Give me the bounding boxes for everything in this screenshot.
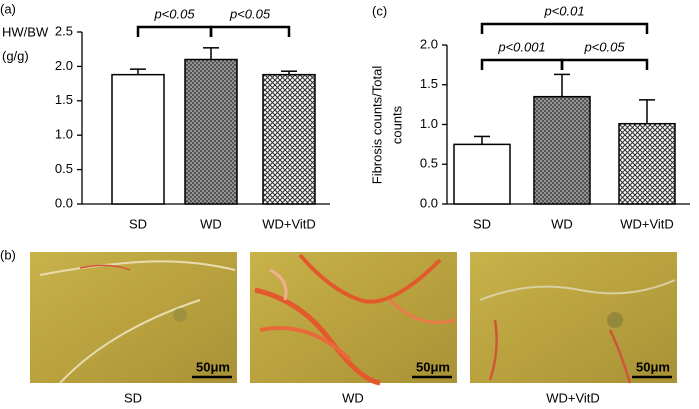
- y-tick-label: 1.0: [55, 127, 73, 142]
- y-tick-label: 1.5: [420, 76, 438, 91]
- y-tick-label: 2.0: [420, 36, 438, 51]
- y-axis-label: HW/BW: [2, 24, 49, 39]
- micrograph-sd: [30, 252, 237, 384]
- y-tick-label: 2.0: [55, 58, 73, 73]
- significance-bracket: [480, 58, 564, 70]
- bar: [533, 95, 591, 205]
- bar: [262, 73, 316, 205]
- x-tick-label: WD+VitD: [262, 216, 316, 231]
- y-axis-label: counts: [389, 105, 404, 144]
- bar: [453, 143, 511, 205]
- significance-label: p<0.01: [543, 3, 584, 18]
- x-tick-label: WD: [200, 216, 222, 231]
- y-axis-label: (g/g): [2, 48, 29, 63]
- scale-bar-label: 50μm: [196, 359, 230, 374]
- image-caption: WD+VitD: [546, 390, 600, 405]
- x-tick-label: SD: [129, 216, 147, 231]
- scale-bar-label: 50μm: [636, 359, 670, 374]
- significance-bracket: [209, 25, 291, 37]
- y-tick-label: 1.0: [420, 116, 438, 131]
- scale-bar-label: 50μm: [416, 359, 450, 374]
- bar: [618, 122, 676, 205]
- bar: [184, 58, 238, 205]
- y-tick-label: 1.5: [55, 92, 73, 107]
- significance-bracket: [560, 58, 649, 70]
- significance-label: p<0.05: [583, 39, 625, 54]
- significance-label: p<0.001: [497, 39, 545, 54]
- panel-label: (c): [372, 3, 387, 18]
- bar: [111, 73, 165, 205]
- significance-label: p<0.05: [229, 6, 271, 21]
- y-tick-label: 0.5: [420, 156, 438, 171]
- panel-label: (b): [0, 247, 16, 262]
- x-tick-label: SD: [473, 216, 491, 231]
- micrograph-wd-vitd: [470, 252, 677, 384]
- image-caption: WD: [342, 390, 364, 405]
- y-tick-label: 2.5: [55, 23, 73, 38]
- x-tick-label: WD+VitD: [620, 216, 674, 231]
- significance-bracket: [480, 22, 649, 34]
- y-tick-label: 0.5: [55, 161, 73, 176]
- y-tick-label: 0.0: [420, 195, 438, 210]
- y-tick-label: 0.0: [55, 195, 73, 210]
- significance-bracket: [136, 25, 213, 37]
- image-caption: SD: [124, 390, 142, 405]
- micrograph-wd: [250, 252, 457, 386]
- significance-label: p<0.05: [153, 6, 195, 21]
- y-axis-label: Fibrosis counts/Total: [369, 66, 384, 185]
- x-tick-label: WD: [551, 216, 573, 231]
- panel-label: (a): [0, 1, 16, 16]
